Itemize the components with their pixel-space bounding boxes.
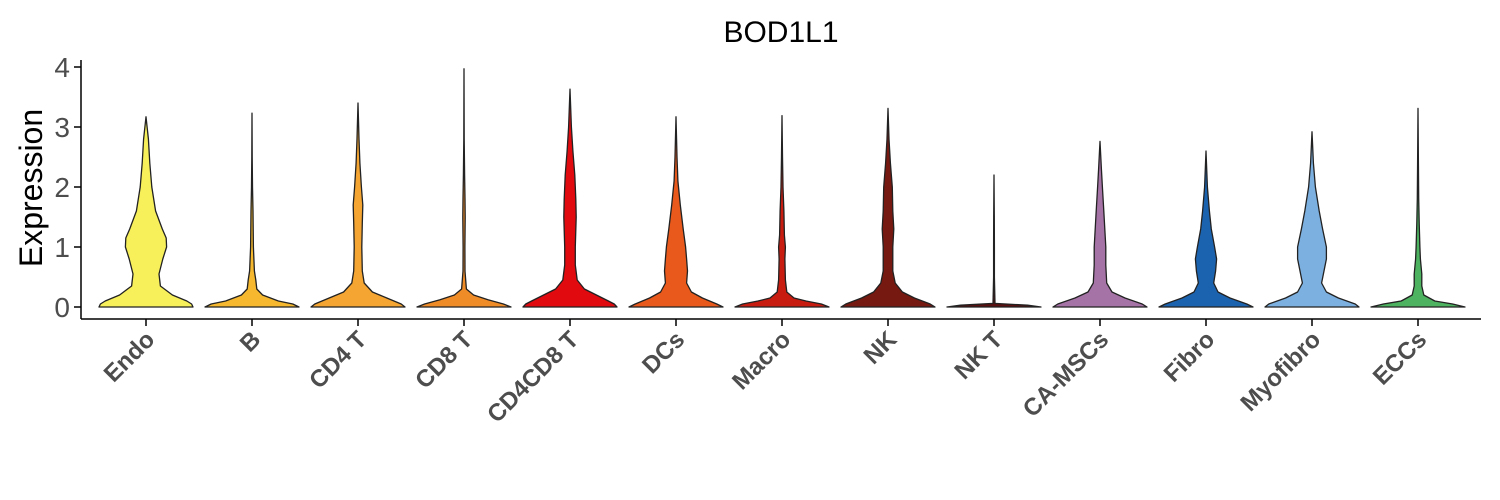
x-tick-label: Endo	[99, 326, 161, 388]
violin-cd4-t	[310, 102, 406, 308]
x-tick-label: Fibro	[1159, 326, 1221, 388]
y-ticks: 0 1 2 3 4	[54, 52, 81, 323]
violin-nk-t	[946, 174, 1042, 308]
x-tick-label: CD8 T	[410, 326, 478, 394]
chart-title: BOD1L1	[723, 16, 838, 49]
x-tick-label: NK T	[950, 326, 1009, 385]
x-tick-label: Myofibro	[1236, 326, 1327, 417]
violin-eccs	[1370, 107, 1466, 308]
y-tick-label: 1	[54, 232, 70, 263]
violin-endo	[98, 116, 194, 308]
x-tick-label: NK	[859, 326, 903, 370]
violin-dcs	[628, 116, 724, 308]
y-tick-label: 2	[54, 172, 70, 203]
violin-group	[98, 68, 1466, 308]
x-tick-label: CD4 T	[304, 326, 372, 394]
x-tick-label: ECCs	[1368, 326, 1432, 390]
y-tick-label: 4	[54, 52, 70, 83]
y-axis-label: Expression	[13, 109, 49, 267]
violin-nk	[840, 107, 936, 308]
violin-macro	[734, 114, 830, 308]
x-tick-label: Macro	[727, 326, 796, 395]
y-tick-label: 0	[54, 292, 70, 323]
violin-myofibro	[1264, 131, 1360, 308]
y-tick-label: 3	[54, 112, 70, 143]
violin-b	[204, 112, 300, 308]
violin-cd8-t	[416, 68, 512, 308]
x-tick-label: B	[235, 326, 266, 357]
violin-fibro	[1158, 150, 1254, 308]
violin-cd4cd8-t	[522, 88, 618, 308]
violin-ca-mscs	[1052, 140, 1148, 308]
x-tick-label: CA-MSCs	[1018, 326, 1114, 422]
x-tick-label: DCs	[637, 326, 690, 379]
x-ticks: Endo B CD4 T CD8 T CD4CD8 T DCs Macro NK NK T CA-…	[99, 319, 1432, 428]
x-tick-label: CD4CD8 T	[482, 326, 584, 428]
